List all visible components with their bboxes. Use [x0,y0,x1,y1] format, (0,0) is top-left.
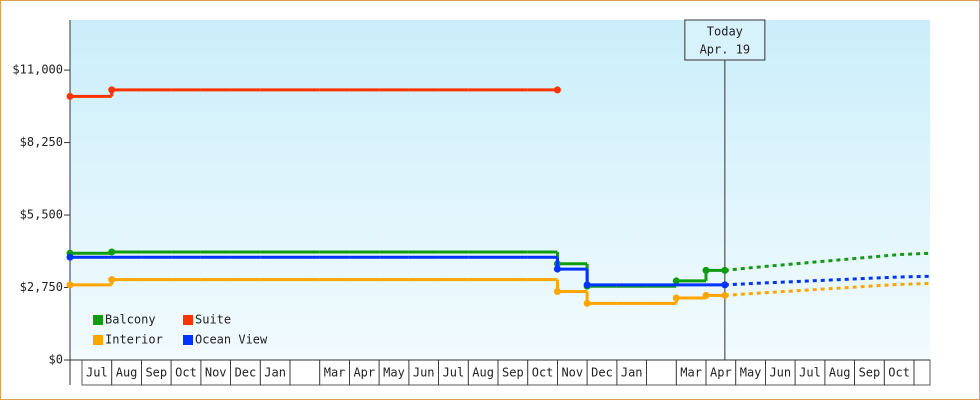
x-tick-label: Dec [591,366,613,380]
x-tick-label: Nov [205,366,227,380]
forecast-line [724,251,931,272]
x-tick-label: Oct [175,366,197,380]
x-tick-label: Mar [324,366,346,380]
x-cell [913,359,931,386]
price-point [66,253,74,261]
x-tick-label: May [383,366,405,380]
x-tick-label: Oct [532,366,554,380]
legend-label: Balcony [105,313,156,327]
plot-area [70,20,930,360]
y-tick-label: $5,500 [20,208,63,222]
price-point [721,291,729,299]
price-point [108,276,116,284]
price-point [553,265,561,273]
x-tick-label: Oct [888,366,910,380]
legend-label: Interior [105,333,163,347]
price-point [702,266,710,274]
price-point [108,248,116,256]
forecast-line [724,274,931,287]
x-tick-label: Nov [561,366,583,380]
y-tick-label: $8,250 [20,135,63,149]
x-tick-label: Sep [502,366,524,380]
x-tick-label: Jan [621,366,643,380]
x-tick-label: Mar [680,366,702,380]
price-point [553,287,561,295]
legend-swatch [183,315,193,325]
x-tick-label: Jul [799,366,821,380]
x-tick-label: Aug [829,366,851,380]
x-tick-label: Apr [353,366,375,380]
price-point [672,294,680,302]
y-tick-label: $0 [49,353,63,367]
forecast-line [724,281,931,297]
x-tick-label: Aug [472,366,494,380]
y-tick-label: $2,750 [20,280,63,294]
x-tick-label: Sep [145,366,167,380]
today-box [684,19,766,61]
legend-label: Ocean View [195,333,268,347]
price-point [66,92,74,100]
y-tick-label: $11,000 [12,63,63,77]
legend-swatch [183,335,193,345]
price-point [553,86,561,94]
price-point [672,277,680,285]
legend-swatch [93,315,103,325]
price-point [583,281,591,289]
price-point [721,281,729,289]
today-label: Apr. 19 [700,43,751,57]
legend-label: Suite [195,313,231,327]
legend-swatch [93,335,103,345]
x-tick-label: Aug [116,366,138,380]
x-tick-label: Apr [710,366,732,380]
x-tick-label: Jun [769,366,791,380]
today-label: Today [707,25,743,39]
price-point [583,299,591,307]
x-tick-label: Jul [443,366,465,380]
price-point [702,291,710,299]
price-point [66,281,74,289]
x-tick-label: Jan [264,366,286,380]
price-point [721,266,729,274]
price-point [108,86,116,94]
x-tick-label: Sep [859,366,881,380]
x-tick-label: May [740,366,762,380]
x-tick-label: Jun [413,366,435,380]
x-tick-label: Dec [235,366,257,380]
x-tick-label: Jul [86,366,108,380]
